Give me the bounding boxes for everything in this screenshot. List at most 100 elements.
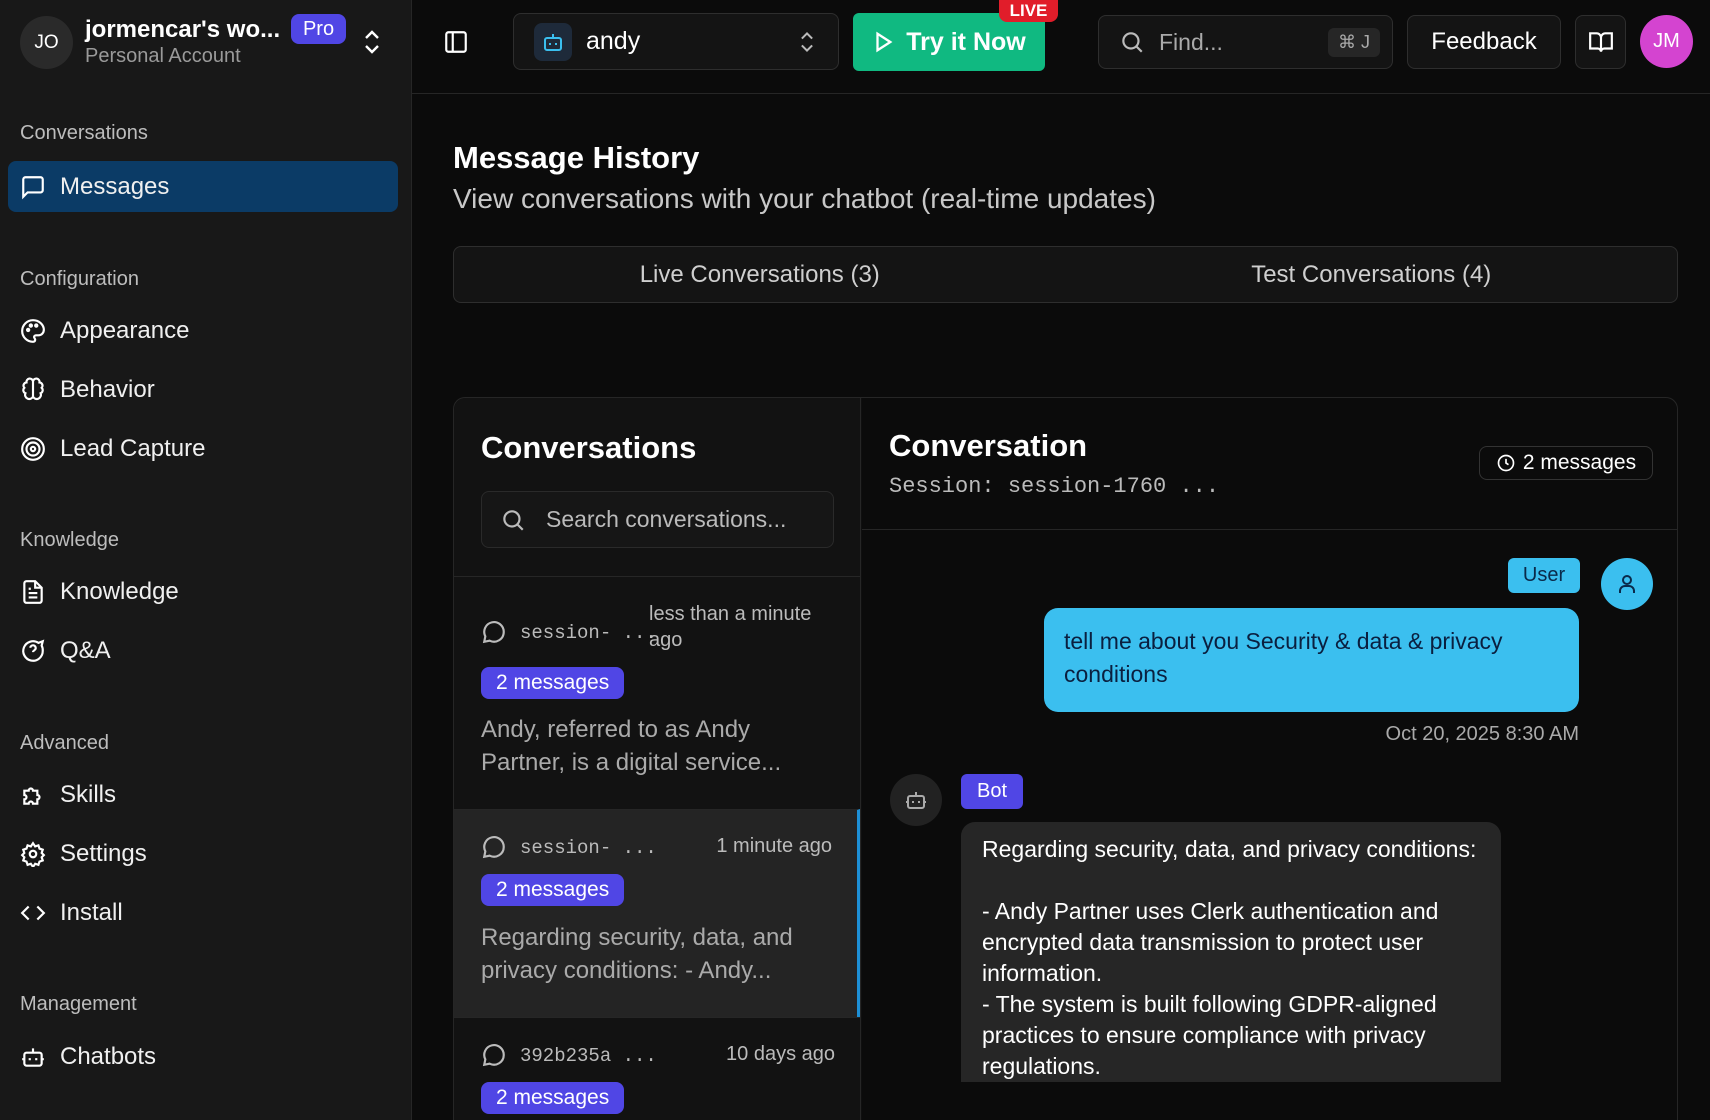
conversations-card: Conversations Search conversations... se… bbox=[453, 397, 1678, 1120]
sidebar-item-settings[interactable]: Settings bbox=[8, 828, 398, 879]
bot-name: andy bbox=[586, 27, 641, 55]
find-input[interactable]: Find... ⌘ J bbox=[1098, 15, 1393, 69]
chevrons-up-down-icon[interactable] bbox=[362, 28, 382, 56]
sidebar-item-label: Settings bbox=[60, 839, 147, 867]
bot-icon bbox=[534, 22, 572, 61]
sidebar-item-skills[interactable]: Skills bbox=[8, 769, 398, 820]
sidebar-item-label: Behavior bbox=[60, 375, 155, 403]
live-badge: LIVE bbox=[999, 0, 1058, 22]
message-count-badge: 2 messages bbox=[481, 1082, 625, 1114]
search-placeholder: Search conversations... bbox=[546, 506, 787, 532]
timestamp: 10 days ago bbox=[726, 1043, 835, 1065]
gear-icon bbox=[20, 840, 46, 867]
session-id: session- ... bbox=[520, 837, 657, 859]
plan-badge: Pro bbox=[291, 14, 346, 44]
account-type: Personal Account bbox=[85, 45, 241, 67]
bot-message-bubble: Regarding security, data, and privacy co… bbox=[961, 822, 1501, 1082]
divider bbox=[862, 529, 1677, 530]
sidebar-item-label: Lead Capture bbox=[60, 434, 206, 462]
conversation-item-selected[interactable]: session- ... 1 minute ago 2 messages Reg… bbox=[454, 809, 860, 1017]
bot-line: - The system is built following GDPR-ali… bbox=[982, 991, 1437, 1079]
sidebar-item-label: Install bbox=[60, 898, 123, 926]
page-title: Message History bbox=[453, 140, 700, 175]
bot-line bbox=[982, 865, 1480, 896]
target-icon bbox=[21, 436, 45, 461]
user-message-bubble: tell me about you Security & data & priv… bbox=[1044, 608, 1579, 712]
user-avatar bbox=[1601, 558, 1653, 610]
message-timestamp: Oct 20, 2025 8:30 AM bbox=[1385, 723, 1579, 745]
workspace-name[interactable]: jormencar's wo... bbox=[85, 16, 281, 43]
sidebar-item-chatbots[interactable]: Chatbots bbox=[8, 1031, 398, 1082]
session-label: Session: session-1760 ... bbox=[889, 474, 1220, 499]
sidebar-item-label: Messages bbox=[60, 172, 170, 200]
message-circle-icon bbox=[482, 836, 505, 859]
clock-icon bbox=[1497, 454, 1515, 472]
sidebar-item-label: Knowledge bbox=[60, 577, 179, 605]
search-conversations-input[interactable]: Search conversations... bbox=[481, 491, 834, 548]
sidebar-item-knowledge[interactable]: Knowledge bbox=[8, 566, 398, 617]
search-icon bbox=[503, 509, 524, 531]
conversation-item[interactable]: 392b235a ... 10 days ago 2 messages bbox=[454, 1017, 860, 1120]
message-count-badge: 2 messages bbox=[481, 667, 625, 699]
section-label-configuration: Configuration bbox=[20, 268, 139, 290]
bot-icon bbox=[906, 792, 926, 809]
sidebar: JO jormencar's wo... Personal Account Pr… bbox=[0, 0, 412, 1120]
tab-test-conversations[interactable]: Test Conversations (4) bbox=[1251, 260, 1492, 288]
sidebar-item-lead-capture[interactable]: Lead Capture bbox=[8, 423, 398, 474]
section-label-advanced: Advanced bbox=[20, 732, 109, 754]
tab-live-conversations[interactable]: Live Conversations (3) bbox=[639, 260, 880, 288]
help-circle-icon bbox=[22, 639, 45, 662]
bot-role-badge: Bot bbox=[961, 774, 1023, 809]
message-circle-icon bbox=[482, 1044, 505, 1067]
shortcut-hint: ⌘ J bbox=[1327, 27, 1380, 57]
page-subtitle: View conversations with your chatbot (re… bbox=[453, 183, 1156, 214]
message-circle-icon bbox=[482, 621, 505, 644]
code-icon bbox=[20, 905, 46, 920]
list-title: Conversations bbox=[481, 430, 697, 465]
sidebar-item-appearance[interactable]: Appearance bbox=[8, 305, 398, 356]
message-count-badge: 2 messages bbox=[1479, 446, 1653, 480]
sidebar-item-messages[interactable]: Messages bbox=[8, 161, 398, 212]
section-label-conversations: Conversations bbox=[20, 122, 148, 144]
bot-selector[interactable]: andy bbox=[513, 13, 839, 70]
conversation-item[interactable]: session- ... less than a minute ago 2 me… bbox=[454, 576, 860, 809]
feedback-button[interactable]: Feedback bbox=[1407, 15, 1561, 69]
workspace-avatar[interactable]: JO bbox=[20, 16, 73, 69]
palette-icon bbox=[21, 318, 45, 343]
book-open-icon bbox=[1588, 32, 1613, 52]
chevrons-up-down-icon bbox=[801, 31, 813, 52]
sidebar-item-qa[interactable]: Q&A bbox=[8, 625, 398, 676]
play-icon bbox=[876, 31, 893, 53]
session-id: 392b235a ... bbox=[520, 1045, 657, 1067]
user-icon bbox=[1619, 575, 1635, 593]
bot-icon bbox=[22, 1047, 44, 1067]
bot-avatar bbox=[890, 774, 942, 826]
find-placeholder: Find... bbox=[1159, 28, 1223, 55]
docs-button[interactable] bbox=[1575, 15, 1626, 69]
message-preview: Andy, referred to as Andy Partner, is a … bbox=[481, 716, 782, 776]
message-count-badge: 2 messages bbox=[481, 874, 625, 906]
try-it-now-button[interactable]: Try it Now bbox=[853, 13, 1045, 71]
conversation-title: Conversation bbox=[889, 428, 1088, 463]
message-square-icon bbox=[22, 175, 44, 199]
conversation-list-panel: Conversations Search conversations... se… bbox=[454, 398, 861, 1120]
section-label-knowledge: Knowledge bbox=[20, 529, 119, 551]
try-it-now-label: Try it Now bbox=[906, 27, 1026, 56]
message-preview: Regarding security, data, and privacy co… bbox=[481, 924, 793, 984]
sidebar-item-label: Chatbots bbox=[60, 1042, 157, 1070]
timestamp: less than a minute ago bbox=[649, 603, 812, 651]
sidebar-item-behavior[interactable]: Behavior bbox=[8, 364, 398, 415]
session-id: session- ... bbox=[520, 622, 657, 644]
puzzle-icon bbox=[23, 786, 41, 805]
sidebar-item-label: Q&A bbox=[60, 636, 111, 664]
bot-line: - Andy Partner uses Clerk authentication… bbox=[982, 898, 1439, 986]
top-bar bbox=[412, 0, 1710, 94]
user-avatar[interactable]: JM bbox=[1640, 15, 1693, 68]
bot-line: Regarding security, data, and privacy co… bbox=[982, 836, 1477, 862]
search-icon bbox=[1122, 32, 1143, 53]
file-text-icon bbox=[23, 579, 43, 604]
sidebar-item-label: Appearance bbox=[60, 316, 190, 344]
sidebar-toggle-icon[interactable] bbox=[443, 29, 469, 55]
sidebar-item-install[interactable]: Install bbox=[8, 887, 398, 938]
message-count: 2 messages bbox=[1522, 451, 1637, 474]
